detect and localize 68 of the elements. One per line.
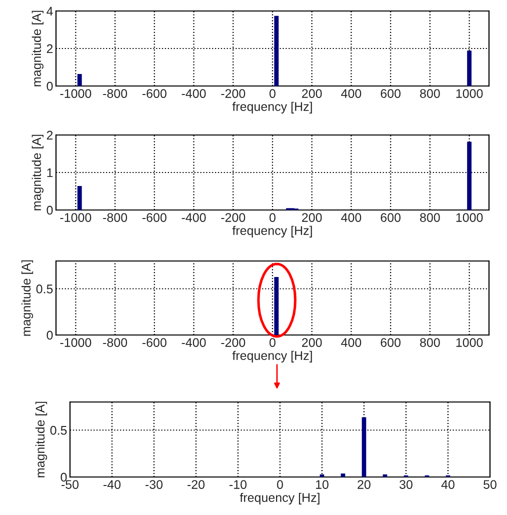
x-tick-label: -1000 [60,89,92,98]
x-tick-label: 400 [341,213,362,222]
x-tick-label: 600 [380,89,401,98]
x-tick-label: 40 [441,480,454,489]
y-tick-label: 0.5 [36,284,53,294]
x-tick-label: -1000 [60,213,92,222]
y-axis-title: magnitude [A] [35,402,48,478]
x-tick-label: 800 [420,89,440,98]
x-tick-label: 0 [277,480,283,489]
x-tick-label: 400 [341,338,362,347]
x-tick-label: 1000 [456,213,483,222]
x-axis-title: frequency [Hz] [232,102,312,114]
bar [77,186,82,210]
x-tick-label: -200 [221,89,246,98]
x-tick-label: -40 [104,480,121,489]
x-tick-label: 1000 [456,89,483,98]
x-tick-label: -800 [103,213,128,222]
y-axis-title: magnitude [A] [32,10,44,86]
x-tick-label: 200 [302,338,322,347]
x-tick-label: 800 [420,213,440,222]
x-tick-label: 600 [380,338,401,347]
y-tick-label: 2 [46,44,53,54]
x-tick-label: 800 [420,338,440,347]
x-tick-label: 30 [400,480,412,489]
x-tick-label: 20 [358,480,370,489]
x-tick-label: -600 [142,89,166,98]
y-axis-title: magnitude [A] [21,260,34,336]
x-tick-label: 600 [380,213,401,222]
x-tick-label: -50 [62,480,79,489]
bar [467,142,472,210]
y-tick-label: 2 [46,130,53,140]
x-tick-label: 200 [302,89,322,98]
x-tick-label: 10 [316,480,328,489]
x-tick-label: 400 [341,89,362,98]
x-axis-title: frequency [Hz] [232,350,312,362]
x-tick-label: -400 [182,89,206,98]
bar [467,50,472,86]
x-tick-label: -10 [230,480,247,489]
x-tick-label: -800 [103,338,128,347]
y-tick-label: 0 [46,82,53,91]
bar [274,16,279,86]
bar [77,74,82,86]
x-tick-label: -20 [188,480,205,489]
x-tick-label: 0 [270,89,276,98]
x-tick-label: -600 [142,338,166,347]
x-axis-title: frequency [Hz] [240,492,320,504]
x-tick-label: 50 [484,480,496,489]
x-tick-label: -200 [221,338,246,347]
y-tick-label: 0.5 [50,426,67,435]
x-tick-label: -30 [146,480,163,489]
y-tick-label: 0 [46,330,53,340]
bar [362,417,366,477]
x-tick-label: -400 [182,213,206,222]
y-tick-label: 1 [47,168,53,178]
x-tick-label: 0 [270,338,276,347]
x-tick-label: 1000 [456,338,483,347]
x-tick-label: -600 [142,213,166,222]
bar [340,473,346,477]
x-tick-label: -200 [221,213,246,222]
x-tick-label: 200 [302,213,322,222]
x-tick-label: -1000 [60,338,92,347]
x-tick-label: 0 [270,213,276,222]
y-tick-label: 4 [46,6,53,16]
y-tick-label: 0 [46,206,53,215]
y-axis-title: magnitude [A] [32,134,44,210]
x-tick-label: -400 [182,338,206,347]
x-tick-label: -800 [103,89,128,98]
x-axis-title: frequency [Hz] [232,226,312,238]
